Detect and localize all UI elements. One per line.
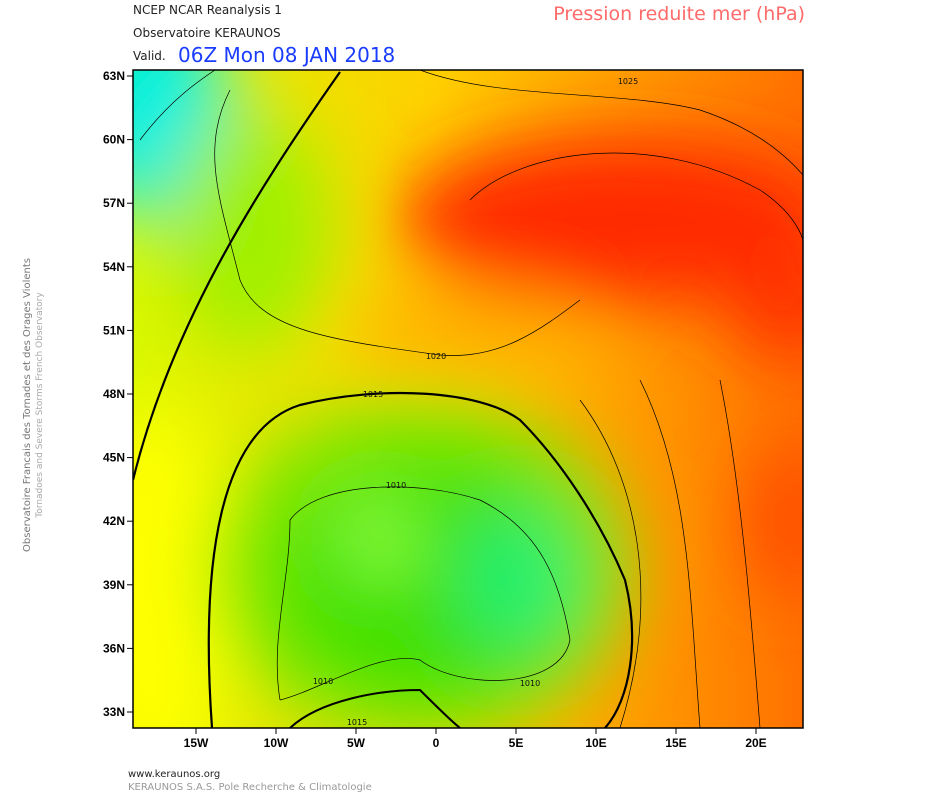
valid-prefix: Valid.	[133, 49, 166, 63]
map-frame	[132, 69, 804, 729]
contour-label: 1015	[363, 390, 383, 399]
observatory: Observatoire KERAUNOS	[133, 26, 281, 40]
lon-label: 15E	[665, 736, 686, 750]
contour-label: 1025	[618, 77, 638, 86]
lon-label: 10E	[585, 736, 606, 750]
lon-label: 5E	[509, 736, 524, 750]
contour-label: 1020	[426, 352, 446, 361]
lat-label: 63N	[103, 69, 125, 83]
contour-label: 1010	[386, 481, 406, 490]
footer-company: KERAUNOS S.A.S. Pole Recherche & Climato…	[128, 782, 372, 793]
contour-label: 1010	[520, 679, 540, 688]
lat-label: 36N	[103, 641, 125, 655]
side-text: Observatoire Francais des Tornades et de…	[22, 258, 33, 552]
pressure-field	[133, 70, 803, 728]
contour-label: 1010	[313, 677, 333, 686]
lat-label: 45N	[103, 451, 125, 465]
lat-label: 33N	[103, 705, 125, 719]
lat-label: 42N	[103, 514, 125, 528]
footer-site: www.keraunos.org	[128, 769, 220, 780]
lat-label: 60N	[103, 133, 125, 147]
source: NCEP NCAR Reanalysis 1	[133, 3, 282, 17]
lon-label: 5W	[347, 736, 366, 750]
lon-label: 10W	[264, 736, 289, 750]
lon-label: 15W	[184, 736, 209, 750]
field-title: Pression reduite mer (hPa)	[553, 3, 805, 25]
lat-label: 48N	[103, 387, 125, 401]
lat-label: 39N	[103, 578, 125, 592]
lat-label: 57N	[103, 196, 125, 210]
lat-label: 51N	[103, 323, 125, 337]
valid-time: 06Z Mon 08 JAN 2018	[178, 43, 395, 67]
side-text: Tornadoes and Severe Storms French Obser…	[35, 292, 45, 519]
lon-label: 0	[433, 736, 440, 750]
lon-label: 20E	[745, 736, 766, 750]
contour-label: 1015	[347, 718, 367, 727]
lat-label: 54N	[103, 260, 125, 274]
